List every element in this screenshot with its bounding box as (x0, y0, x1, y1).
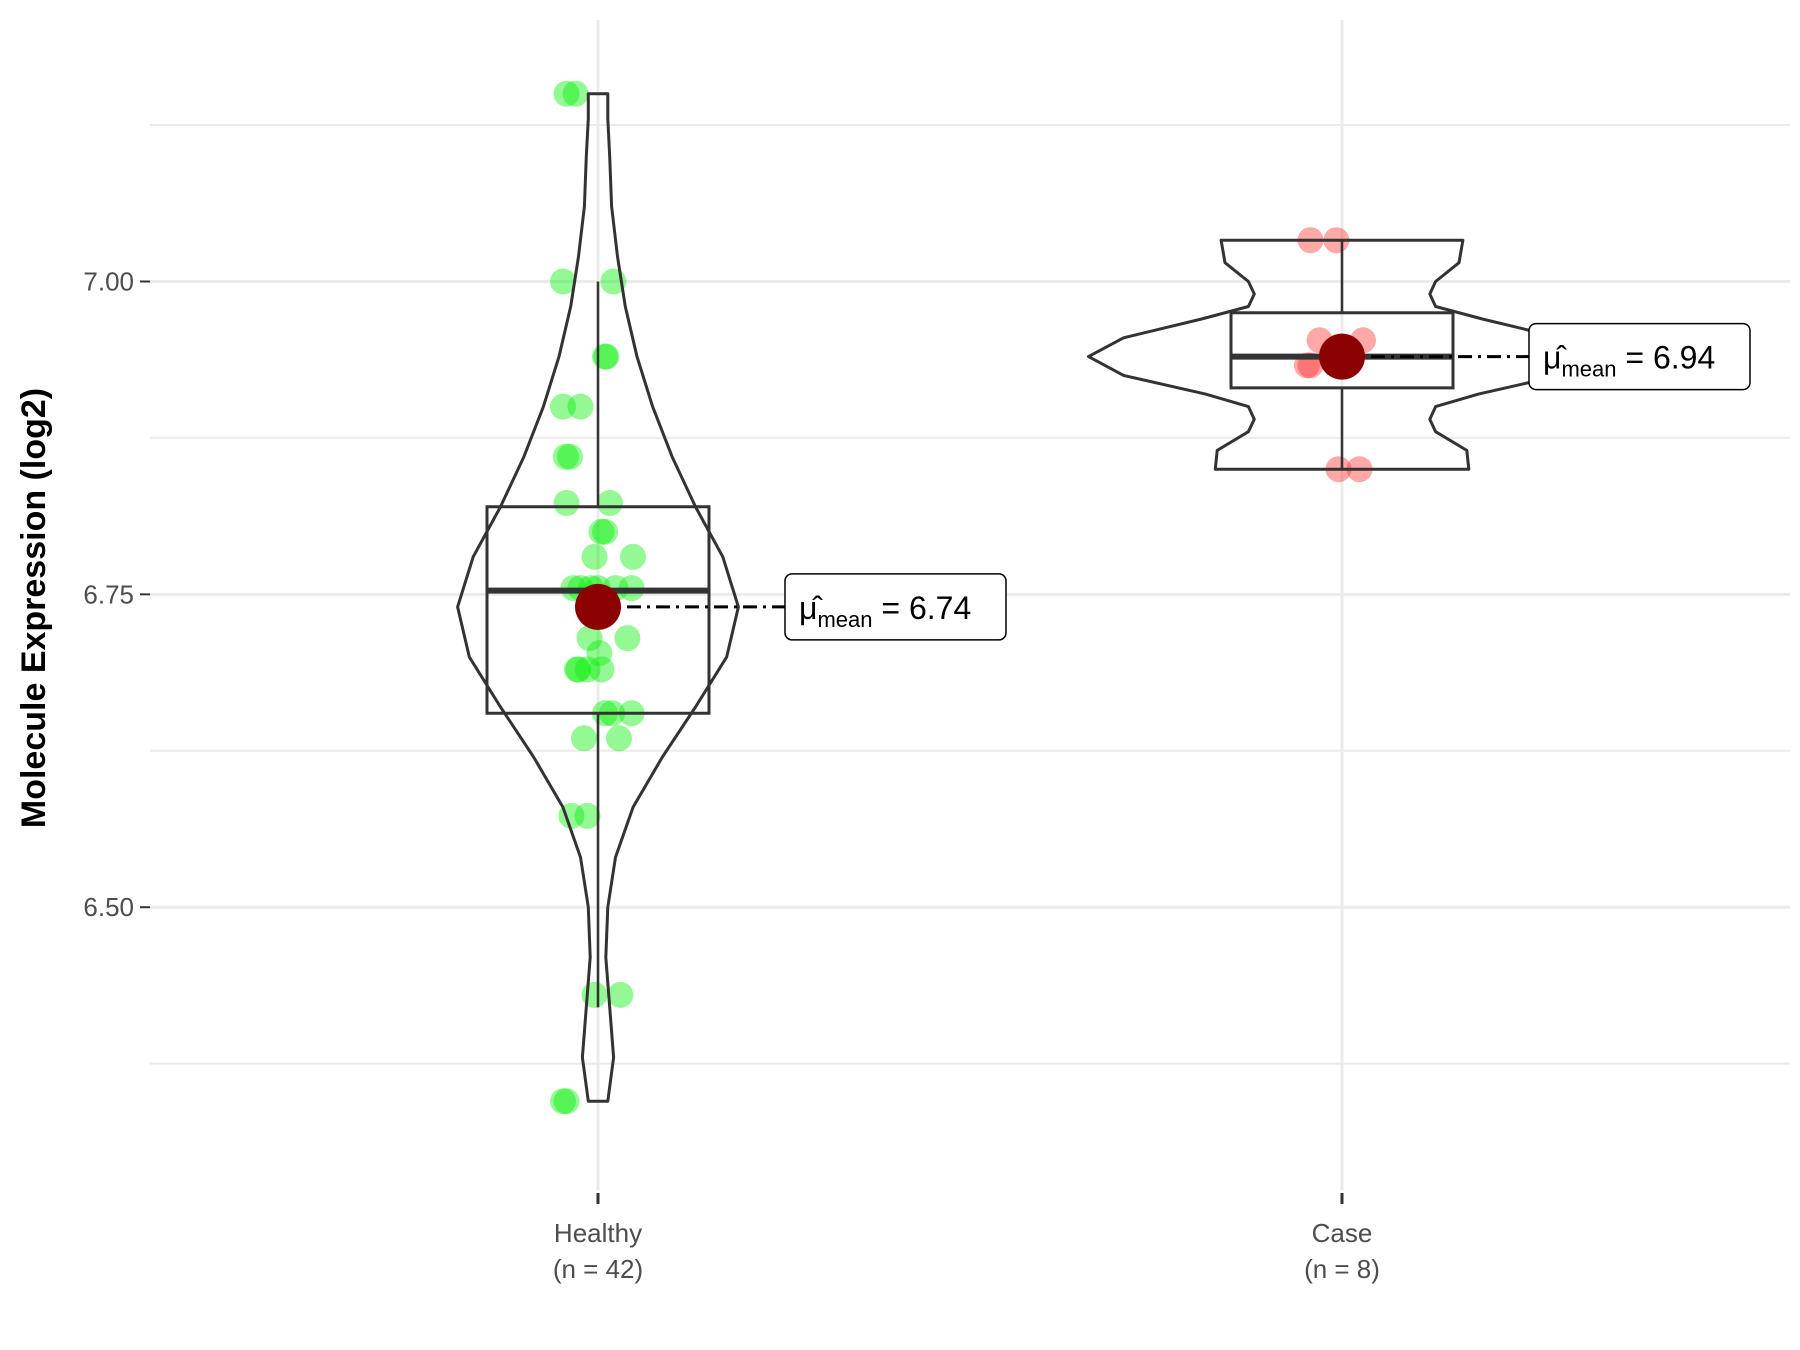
data-point (550, 268, 576, 295)
data-point (576, 625, 603, 652)
violin-outline (456, 92, 740, 1103)
data-point (606, 725, 632, 752)
data-point (620, 543, 646, 570)
data-point (571, 725, 597, 752)
data-point (552, 443, 579, 470)
x-tick-count: (n = 8) (1304, 1254, 1380, 1284)
violin-outline (1087, 238, 1597, 471)
data-point (592, 518, 618, 545)
y-axis-title: Molecule Expression (log2) (15, 388, 53, 828)
mean-label-text: μ̂mean = 6.74 (799, 590, 971, 632)
data-point (562, 80, 589, 107)
x-tick-count: (n = 42) (553, 1254, 643, 1284)
mean-label-box (1528, 322, 1751, 391)
data-point (574, 802, 601, 829)
data-point (553, 80, 580, 107)
data-point (565, 656, 592, 683)
data-point (593, 343, 620, 370)
grid (150, 20, 1790, 1190)
mean-marker (575, 583, 621, 630)
data-point (596, 490, 623, 516)
y-tick-label: 6.75 (83, 579, 134, 609)
x-tick-label: Healthy (554, 1218, 642, 1248)
mean-label: μ̂mean = 6.94 (1528, 322, 1751, 391)
data-point (567, 393, 594, 420)
mean-label-text: μ̂mean = 6.94 (1543, 340, 1715, 382)
data-point (553, 1088, 580, 1115)
mean-marker (1319, 333, 1365, 380)
x-tick-label: Case (1312, 1218, 1373, 1248)
axes: 6.50 6.75 7.00 Healthy (n = 42) Case (n = 8) (83, 266, 1380, 1284)
data-point (574, 656, 601, 683)
box (485, 505, 711, 715)
data-point (592, 343, 618, 370)
data-point (607, 981, 634, 1008)
data-point (588, 656, 615, 683)
data-point (553, 490, 580, 516)
data-point (564, 656, 590, 683)
mean-label: μ̂mean = 6.74 (784, 573, 1007, 641)
y-tick-label: 6.50 (83, 892, 134, 922)
data-point (614, 625, 641, 652)
data-point (550, 393, 576, 420)
data-point (550, 1088, 576, 1115)
plot-area: μ̂mean = 6.74 μ̂mean = 6.94 (456, 80, 1751, 1115)
data-point (581, 543, 608, 570)
y-tick-label: 7.00 (83, 266, 134, 296)
mean-label-box (784, 573, 1007, 641)
data-point (588, 518, 615, 545)
data-point (586, 640, 613, 667)
box (1229, 311, 1455, 390)
group-case: μ̂mean = 6.94 (1087, 227, 1751, 483)
group-healthy: μ̂mean = 6.74 (456, 80, 1007, 1115)
data-point (557, 443, 583, 470)
